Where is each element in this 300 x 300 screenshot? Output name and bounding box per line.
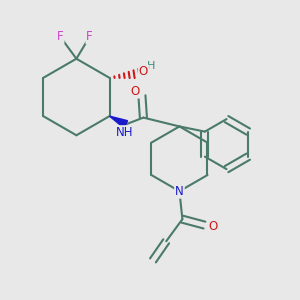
Text: O: O — [209, 220, 218, 233]
Text: F: F — [57, 30, 64, 43]
Text: N: N — [175, 185, 184, 198]
Text: NH: NH — [116, 126, 133, 139]
Text: F: F — [86, 30, 93, 43]
Text: O: O — [130, 85, 139, 98]
Polygon shape — [110, 116, 128, 128]
Text: H: H — [147, 61, 155, 71]
Text: O: O — [139, 65, 148, 79]
